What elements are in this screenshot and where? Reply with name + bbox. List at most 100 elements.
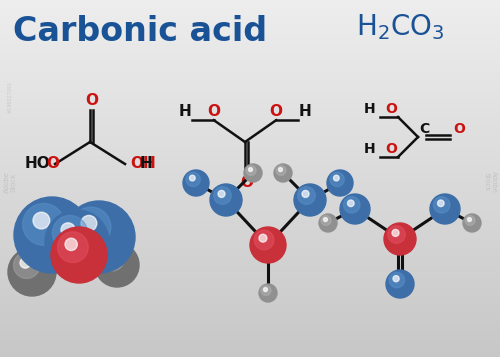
Circle shape	[274, 164, 292, 182]
Bar	[0, 59, 500, 62]
Circle shape	[264, 288, 268, 292]
Bar	[0, 38, 500, 42]
Circle shape	[278, 167, 282, 172]
Circle shape	[20, 258, 30, 268]
Bar	[0, 338, 500, 342]
Circle shape	[14, 197, 90, 273]
Bar	[0, 127, 500, 131]
Circle shape	[334, 175, 339, 181]
Bar	[0, 124, 500, 128]
Bar	[0, 41, 500, 45]
Bar	[0, 252, 500, 256]
Bar	[0, 285, 500, 288]
Bar	[0, 297, 500, 301]
Bar	[0, 52, 500, 56]
Bar	[0, 121, 500, 125]
Text: OH: OH	[130, 156, 156, 171]
Bar	[0, 213, 500, 217]
Text: H: H	[140, 156, 153, 171]
Text: O: O	[270, 104, 282, 119]
Circle shape	[259, 234, 267, 242]
Bar	[0, 29, 500, 33]
Bar	[0, 291, 500, 295]
Circle shape	[276, 166, 286, 175]
Bar	[0, 207, 500, 211]
Circle shape	[65, 238, 78, 251]
Circle shape	[33, 212, 50, 229]
Text: H: H	[299, 104, 312, 119]
Text: Adobe
Stock: Adobe Stock	[484, 171, 496, 193]
Bar	[0, 5, 500, 9]
Bar	[0, 115, 500, 119]
Bar	[0, 145, 500, 149]
Bar	[0, 32, 500, 36]
Bar	[0, 347, 500, 351]
Circle shape	[259, 284, 277, 302]
Bar	[0, 300, 500, 303]
Bar	[0, 332, 500, 336]
Bar	[0, 17, 500, 21]
Bar	[0, 201, 500, 205]
Bar	[0, 181, 500, 185]
Circle shape	[324, 218, 328, 222]
Bar	[0, 198, 500, 202]
Bar	[0, 65, 500, 69]
Circle shape	[246, 166, 256, 175]
Bar	[0, 20, 500, 24]
Bar	[0, 50, 500, 54]
Circle shape	[321, 216, 331, 225]
Circle shape	[183, 170, 209, 196]
Bar	[0, 210, 500, 214]
Text: H: H	[364, 102, 375, 116]
Text: O: O	[240, 175, 253, 190]
Bar	[0, 11, 500, 15]
Bar	[0, 273, 500, 277]
Bar	[0, 267, 500, 271]
Circle shape	[393, 276, 399, 282]
Bar	[0, 258, 500, 262]
Text: O: O	[385, 102, 397, 116]
Bar	[0, 35, 500, 39]
Bar	[0, 183, 500, 187]
Bar	[0, 335, 500, 339]
Circle shape	[218, 190, 225, 197]
Bar	[0, 136, 500, 140]
Text: O: O	[385, 142, 397, 156]
Bar	[0, 288, 500, 292]
Circle shape	[22, 203, 64, 245]
Bar	[0, 234, 500, 238]
Text: C: C	[419, 122, 429, 136]
Circle shape	[430, 194, 460, 224]
Circle shape	[302, 190, 309, 197]
Circle shape	[254, 230, 274, 250]
Circle shape	[61, 223, 75, 237]
Circle shape	[244, 164, 262, 182]
Text: H: H	[178, 104, 191, 119]
Bar	[0, 204, 500, 208]
Bar	[0, 246, 500, 250]
Bar	[0, 308, 500, 312]
Bar	[0, 70, 500, 74]
Bar	[0, 26, 500, 30]
Circle shape	[348, 200, 354, 207]
Bar	[0, 231, 500, 235]
Circle shape	[327, 170, 353, 196]
Bar	[0, 320, 500, 324]
Circle shape	[8, 248, 56, 296]
Circle shape	[45, 210, 109, 274]
Circle shape	[438, 200, 444, 207]
Bar	[0, 14, 500, 18]
Bar	[0, 106, 500, 110]
Circle shape	[51, 227, 107, 283]
Bar	[0, 243, 500, 247]
Circle shape	[106, 252, 116, 261]
Bar	[0, 166, 500, 170]
Bar	[0, 74, 500, 77]
Bar	[0, 112, 500, 116]
Circle shape	[210, 184, 242, 216]
Circle shape	[190, 175, 195, 181]
Circle shape	[465, 216, 475, 225]
Circle shape	[340, 194, 370, 224]
Text: O: O	[85, 93, 98, 108]
Bar	[0, 2, 500, 6]
